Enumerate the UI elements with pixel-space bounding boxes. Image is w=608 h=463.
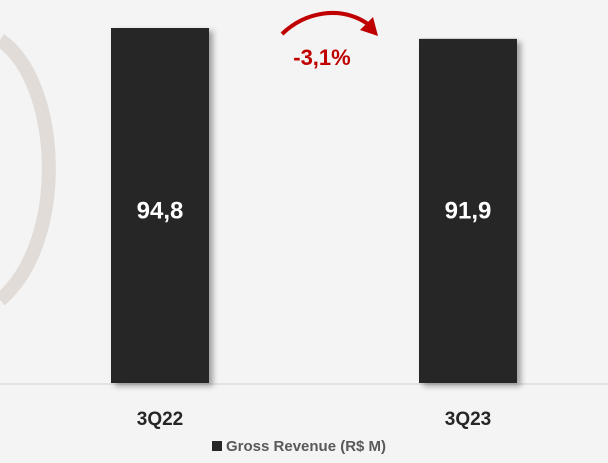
legend-marker — [212, 441, 222, 451]
value-label: 94,8 — [137, 197, 184, 224]
value-label: 91,9 — [445, 197, 492, 224]
x-tick-label: 3Q22 — [137, 409, 183, 430]
chart: 94,8 3Q22 91,9 3Q23 -3,1% Gross Revenue (R$ M… — [0, 0, 608, 463]
page: 94,8 3Q22 91,9 3Q23 -3,1% Gross Revenue (R$ M… — [0, 0, 608, 463]
x-tick-label: 3Q23 — [445, 409, 491, 430]
annotation: -3,1% — [293, 45, 350, 70]
legend-label: Gross Revenue (R$ M) — [226, 438, 386, 455]
